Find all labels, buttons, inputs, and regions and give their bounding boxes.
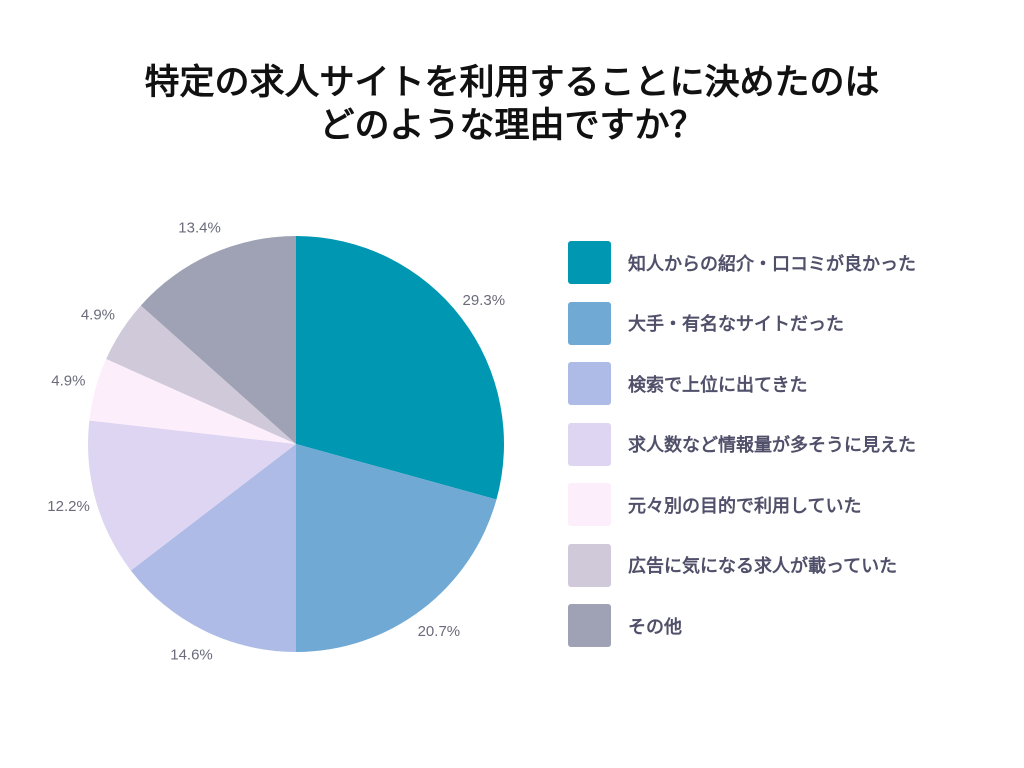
legend-label-3: 検索で上位に出てきた <box>628 374 808 396</box>
pie-slice-3 <box>130 444 296 652</box>
legend-item: 元々別の目的で利用していた <box>568 483 861 526</box>
legend-label-5: 元々別の目的で利用していた <box>628 495 862 517</box>
legend-label-7: その他 <box>628 616 682 638</box>
legend-swatch-2 <box>568 301 611 345</box>
percentage-labels: 29.3% 20.7% 14.6% 12.2% 4.9% 4.9% 13.4% <box>47 220 505 664</box>
legend-swatch-4 <box>568 422 611 466</box>
legend-item: 検索で上位に出てきた <box>568 362 807 405</box>
legend-item: その他 <box>568 604 682 647</box>
legend-item: 大手・有名なサイトだった <box>568 301 844 345</box>
legend-swatch-6 <box>568 543 611 587</box>
pie-slice-4 <box>88 420 296 571</box>
legend-swatch-5 <box>568 483 611 526</box>
chart-title-line-2: どのような理由ですか？ <box>319 106 705 146</box>
pie-slice-label-7: 13.4% <box>178 220 221 237</box>
legend-swatch-3 <box>568 362 611 405</box>
pie-slice-5 <box>89 359 296 444</box>
legend-item: 広告に気になる求人が載っていた <box>568 543 898 587</box>
pie-slice-label-4: 12.2% <box>47 498 90 515</box>
pie-slice-2 <box>296 444 497 652</box>
pie-slices <box>88 236 505 652</box>
legend-label-4: 求人数など情報量が多そうに見えた <box>628 435 916 456</box>
pie-slice-label-5: 4.9% <box>51 373 85 390</box>
pie-slice-1 <box>296 236 505 500</box>
chart-title: 特定の求人サイトを利用することに決めたのは どのような理由ですか？ <box>0 62 1024 148</box>
pie-slice-label-3: 14.6% <box>170 647 213 664</box>
legend-label-6: 広告に気になる求人が載っていた <box>628 556 898 577</box>
legend-label-2: 大手・有名なサイトだった <box>628 314 844 335</box>
legend-label-1: 知人からの紹介・口コミが良かった <box>628 253 916 275</box>
pie-slice-label-2: 20.7% <box>418 623 461 640</box>
pie-slice-6 <box>106 305 296 444</box>
pie-slice-label-6: 4.9% <box>81 307 115 324</box>
legend-swatch-1 <box>568 241 611 284</box>
legend-item: 求人数など情報量が多そうに見えた <box>568 422 916 466</box>
legend-swatch-7 <box>568 604 611 647</box>
pie-slice-7 <box>140 236 296 444</box>
legend-item: 知人からの紹介・口コミが良かった <box>568 241 916 284</box>
chart-title-line-1: 特定の求人サイトを利用することに決めたのは <box>144 63 880 103</box>
pie-slice-label-1: 29.3% <box>463 292 506 309</box>
